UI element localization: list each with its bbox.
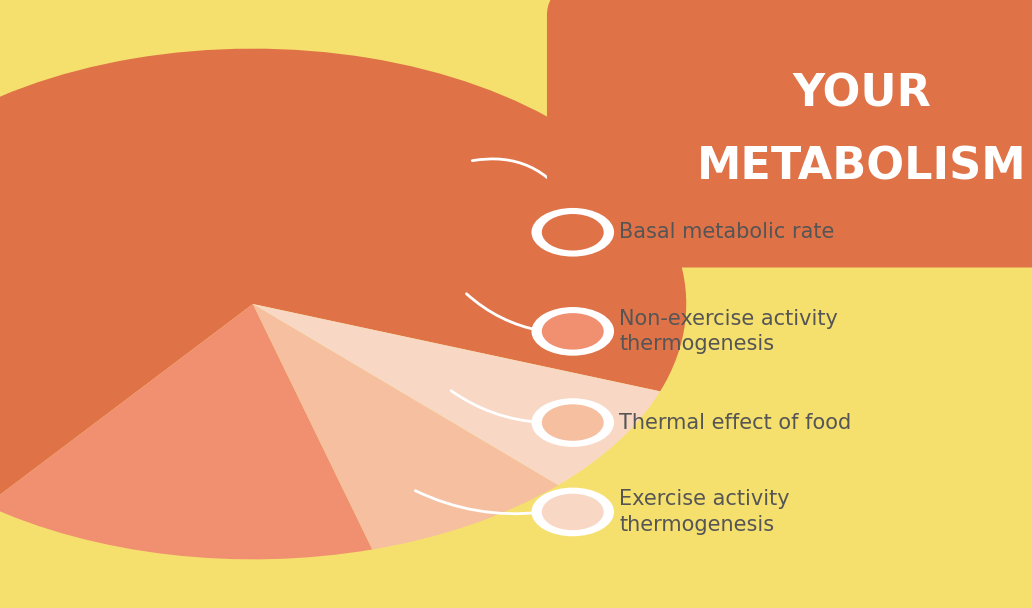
FancyArrowPatch shape <box>466 294 541 331</box>
FancyArrowPatch shape <box>415 491 541 514</box>
Wedge shape <box>0 304 373 559</box>
FancyBboxPatch shape <box>547 0 1032 268</box>
Circle shape <box>531 488 614 536</box>
Wedge shape <box>0 49 686 505</box>
Text: YOUR: YOUR <box>793 73 931 116</box>
Wedge shape <box>253 304 558 550</box>
Text: METABOLISM: METABOLISM <box>697 146 1027 188</box>
Circle shape <box>542 494 604 530</box>
Circle shape <box>542 313 604 350</box>
Text: Non-exercise activity
thermogenesis: Non-exercise activity thermogenesis <box>619 309 838 354</box>
Text: Basal metabolic rate: Basal metabolic rate <box>619 223 835 242</box>
Circle shape <box>542 214 604 250</box>
FancyArrowPatch shape <box>473 159 572 206</box>
Circle shape <box>531 398 614 447</box>
Wedge shape <box>253 304 660 485</box>
Circle shape <box>542 404 604 441</box>
Circle shape <box>531 208 614 257</box>
Text: Exercise activity
thermogenesis: Exercise activity thermogenesis <box>619 489 789 535</box>
Text: Thermal effect of food: Thermal effect of food <box>619 413 851 432</box>
Circle shape <box>531 307 614 356</box>
FancyArrowPatch shape <box>451 391 541 423</box>
